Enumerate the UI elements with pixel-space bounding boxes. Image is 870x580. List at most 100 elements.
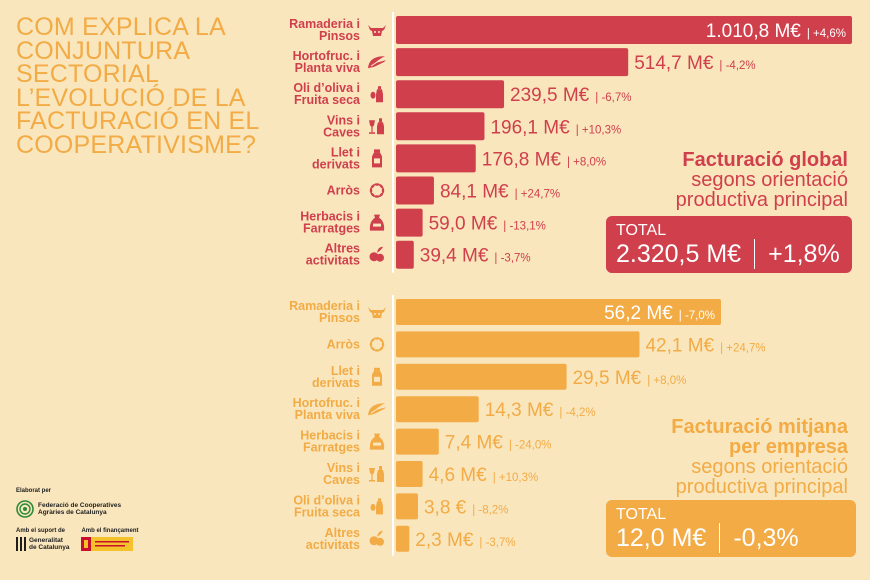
bar — [396, 331, 640, 358]
average-bar-chart: Ramaderia i Pinsos 56,2 M€ | -7,0% Arròs 42,1… — [289, 295, 766, 556]
credit-suport-label: Amb el suport de — [16, 528, 66, 534]
cow-icon — [368, 25, 386, 36]
category-label: Llet i derivats — [312, 145, 360, 171]
bar-row: Vins i Caves 196,1 M€ | +10,3% — [323, 112, 621, 141]
global-panel-title: Facturació global segons orientació prod… — [676, 150, 848, 210]
page-title: COM EXPLICA LA CONJUNTURA SECTORIAL L’EV… — [16, 13, 259, 159]
bar-row: Hortofruc. i Planta viva 14,3 M€ | -4,2% — [293, 396, 596, 423]
average-total-value: 12,0 M€ — [616, 523, 707, 552]
value-label: 196,1 M€ | +10,3% — [490, 117, 621, 138]
olive-bottle-icon — [370, 86, 383, 103]
bar-row: Llet i derivats 29,5 M€ | +8,0% — [312, 363, 687, 390]
bar-row: Hortofruc. i Planta viva 514,7 M€ | -4,2% — [293, 48, 756, 77]
sack-icon — [369, 433, 385, 450]
bar-row: Ramaderia i Pinsos 56,2 M€ | -7,0% — [289, 299, 721, 325]
bar — [396, 144, 476, 173]
global-bar-chart: Ramaderia i Pinsos 1.010,8 M€ | +4,6% Hortof… — [289, 12, 852, 273]
category-label: Llet i derivats — [312, 364, 360, 390]
category-label: Hortofruc. i Planta viva — [293, 396, 361, 422]
bar — [396, 240, 414, 269]
value-label: 14,3 M€ | -4,2% — [485, 400, 596, 421]
global-title: Facturació global — [682, 149, 848, 171]
bar-row: Llet i derivats 176,8 M€ | +8,0% — [312, 144, 606, 173]
category-label: Vins i Caves — [323, 113, 360, 139]
bar-row: Arròs 42,1 M€ | +24,7% — [327, 331, 766, 358]
olive-bottle-icon — [370, 498, 383, 515]
value-label: 514,7 M€ | -4,2% — [634, 53, 755, 74]
value-label: 176,8 M€ | +8,0% — [482, 149, 606, 170]
credits: Elaborat per Federació de Cooperatives A… — [16, 488, 138, 553]
global-total-change: +1,8% — [768, 239, 840, 268]
value-label: 4,6 M€ | +10,3% — [429, 465, 539, 486]
category-label: Arròs — [327, 337, 360, 351]
category-label: Hortofruc. i Planta viva — [293, 49, 361, 75]
cow-icon — [368, 307, 386, 318]
global-subtitle-1: segons orientació — [691, 169, 848, 191]
category-label: Ramaderia i Pinsos — [289, 17, 360, 43]
bar — [396, 396, 479, 423]
category-label: Oli d’oliva i Fruita seca — [293, 493, 361, 519]
bar — [396, 363, 567, 390]
category-label: Altres activitats — [306, 242, 360, 268]
bar-row: Altres activitats 39,4 M€ | -3,7% — [306, 240, 531, 269]
generalitat-name-1: Generalitat — [29, 537, 63, 544]
generalitat-name-2: de Catalunya — [29, 544, 70, 551]
spain-government-logo-icon — [81, 537, 134, 551]
average-total-change: -0,3% — [733, 523, 799, 552]
bar — [396, 299, 721, 325]
value-label: 56,2 M€ | -7,0% — [604, 303, 715, 324]
bar-row: Altres activitats 2,3 M€ | -3,7% — [306, 525, 516, 552]
bar — [396, 461, 423, 487]
bar — [396, 80, 505, 109]
leaves-icon — [368, 403, 386, 416]
category-label: Arròs — [327, 184, 360, 198]
average-title-1: Facturació mitjana — [671, 416, 848, 438]
global-total-value: 2.320,5 M€ — [616, 239, 742, 268]
average-title-2: per empresa — [729, 436, 848, 458]
leaves-icon — [368, 56, 386, 69]
average-subtitle-2: productiva principal — [675, 476, 848, 498]
value-label: 84,1 M€ | +24,7% — [440, 182, 560, 203]
bar — [396, 525, 410, 552]
bar-row: Herbacis i Farratges 7,4 M€ | -24,0% — [300, 428, 552, 455]
category-label: Herbacis i Farratges — [300, 429, 360, 455]
fruit-icon — [369, 530, 384, 546]
fcac-rings-icon — [16, 500, 34, 518]
value-label: 42,1 M€ | +24,7% — [645, 335, 765, 356]
average-subtitle-1: segons orientació — [691, 456, 848, 478]
category-label: Herbacis i Farratges — [300, 210, 360, 236]
global-total-divider — [754, 239, 756, 269]
category-label: Ramaderia i Pinsos — [289, 299, 360, 325]
category-label: Oli d’oliva i Fruita seca — [293, 81, 361, 107]
average-total-box: TOTAL 12,0 M€ -0,3% — [606, 500, 856, 557]
bar — [396, 112, 485, 141]
bar — [396, 16, 852, 44]
bar — [396, 428, 439, 455]
value-label: 2,3 M€ | -3,7% — [415, 530, 515, 551]
value-label: 3,8 € | -8,2% — [424, 497, 509, 518]
wine-icon — [369, 466, 384, 482]
bar-row: Vins i Caves 4,6 M€ | +10,3% — [323, 461, 538, 487]
average-total-divider — [719, 523, 721, 553]
value-label: 59,0 M€ | -13,1% — [429, 214, 546, 235]
wine-icon — [369, 118, 384, 135]
average-panel-title: Facturació mitjana per empresa segons or… — [671, 417, 848, 497]
bar-row: Oli d’oliva i Fruita seca 239,5 M€ | -6,7% — [293, 80, 632, 109]
average-total-label: TOTAL — [616, 506, 667, 523]
value-label: 1.010,8 M€ | +4,6% — [706, 21, 846, 42]
category-label: Altres activitats — [306, 526, 360, 552]
bar — [396, 493, 418, 520]
global-total-box: TOTAL 2.320,5 M€ +1,8% — [606, 216, 852, 273]
fruit-icon — [369, 246, 384, 262]
generalitat-stripes-icon — [16, 537, 26, 551]
value-label: 39,4 M€ | -3,7% — [420, 246, 531, 267]
milk-bottle-icon — [372, 149, 382, 168]
category-label: Vins i Caves — [323, 461, 360, 487]
global-subtitle-2: productiva principal — [675, 189, 848, 211]
fcac-logo: Federació de Cooperatives Agràries de Ca… — [16, 500, 138, 518]
bar-row: Arròs 84,1 M€ | +24,7% — [327, 176, 560, 205]
credit-financament-label: Amb el finançament — [81, 528, 139, 534]
value-label: 29,5 M€ | +8,0% — [573, 368, 687, 389]
bar — [396, 208, 423, 237]
